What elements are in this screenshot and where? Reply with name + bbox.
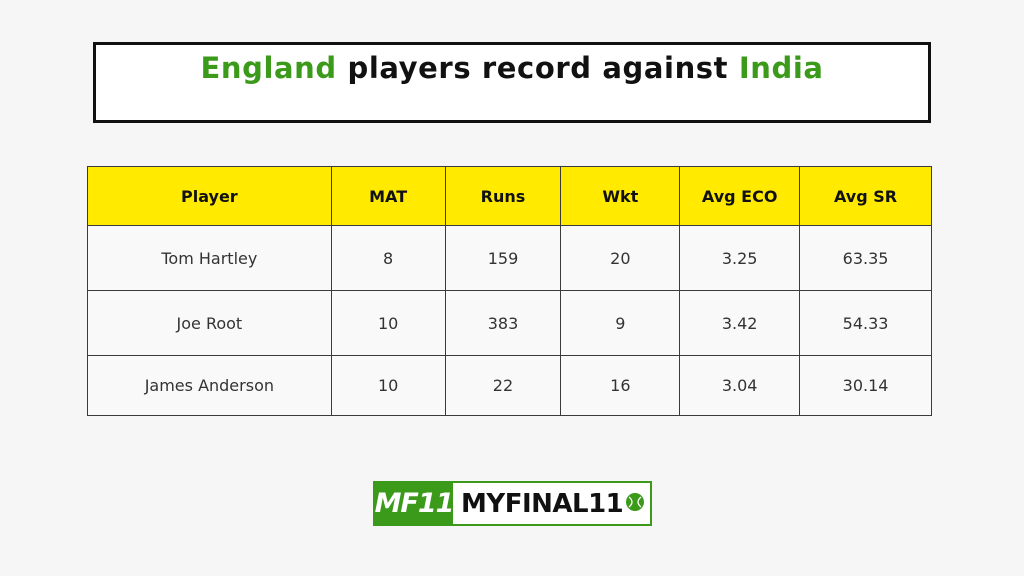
header-player: Player (87, 166, 332, 226)
page-title: England players record against India (96, 50, 928, 86)
header-wkt: Wkt (560, 166, 681, 226)
header-avg-eco: Avg ECO (679, 166, 801, 226)
header-runs: Runs (444, 166, 562, 226)
cell-mat: 8 (330, 225, 446, 291)
table-row: Tom Hartley 8 159 20 3.25 63.35 (87, 225, 932, 291)
cell-avg-sr: 30.14 (799, 355, 932, 416)
myfinal11-logo: MF11 MYFINAL11 (373, 481, 652, 526)
cell-avg-eco: 3.04 (679, 355, 801, 416)
table-header-row: Player MAT Runs Wkt Avg ECO Avg SR (87, 166, 932, 226)
table-row: Joe Root 10 383 9 3.42 54.33 (87, 290, 932, 356)
cell-runs: 383 (444, 290, 562, 356)
title-box: England players record against India (93, 42, 931, 123)
title-team-india: India (738, 51, 824, 85)
cell-avg-eco: 3.42 (679, 290, 801, 356)
cell-wkt: 20 (560, 225, 681, 291)
cell-player: Joe Root (87, 290, 332, 356)
cell-wkt: 16 (560, 355, 681, 416)
cell-player: James Anderson (87, 355, 332, 416)
header-avg-sr: Avg SR (799, 166, 932, 226)
player-stats-table: Player MAT Runs Wkt Avg ECO Avg SR Tom H… (87, 166, 932, 416)
logo-mark: MF11 (375, 483, 454, 524)
cell-avg-sr: 54.33 (799, 290, 932, 356)
title-team-england: England (200, 51, 337, 85)
cell-runs: 159 (444, 225, 562, 291)
cell-player: Tom Hartley (87, 225, 332, 291)
cell-runs: 22 (444, 355, 562, 416)
cell-avg-sr: 63.35 (799, 225, 932, 291)
cell-wkt: 9 (560, 290, 681, 356)
title-middle-text: players record against (336, 51, 739, 85)
cell-mat: 10 (330, 355, 446, 416)
logo-text: MYFINAL11 (461, 488, 624, 519)
cell-mat: 10 (330, 290, 446, 356)
header-mat: MAT (330, 166, 446, 226)
cricket-ball-icon (625, 489, 645, 519)
logo-wordmark: MYFINAL11 (453, 483, 650, 524)
cell-avg-eco: 3.25 (679, 225, 801, 291)
table-row: James Anderson 10 22 16 3.04 30.14 (87, 355, 932, 416)
